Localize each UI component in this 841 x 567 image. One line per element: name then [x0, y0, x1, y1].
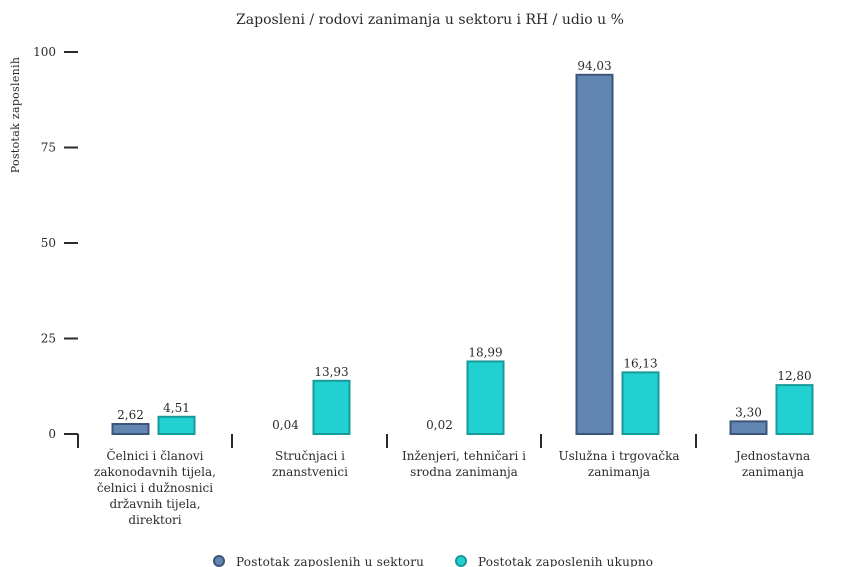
x-category-label: znanstvenici [272, 465, 348, 479]
x-category-label: Uslužna i trgovačka [558, 449, 679, 463]
x-category-label: zanimanja [742, 465, 804, 479]
legend-item-label: Postotak zaposlenih ukupno [478, 555, 653, 567]
data-label: 3,30 [735, 405, 762, 419]
x-category-label: zanimanja [588, 465, 650, 479]
y-tick-label: 50 [41, 236, 56, 250]
bar-sektor [111, 422, 150, 436]
data-label: 2,62 [117, 408, 144, 422]
bar-ukupno [775, 384, 814, 436]
bar-ukupno [157, 415, 196, 435]
bar-ukupno [312, 379, 351, 436]
x-category-label: državnih tijela, [109, 497, 200, 511]
bars [111, 73, 814, 436]
legend-marker [455, 555, 467, 567]
y-tick-label: 25 [41, 332, 56, 346]
y-tick-label: 75 [41, 141, 56, 155]
data-label: 4,51 [163, 401, 190, 415]
data-label: 18,99 [468, 345, 502, 359]
y-tick-label: 0 [48, 427, 56, 441]
data-label: 12,80 [777, 369, 811, 383]
x-category-label: srodna zanimanja [410, 465, 518, 479]
data-labels: 2,62 0,04 0,02 94,03 3,30 4,51 13,93 18,99 16,13… [117, 59, 812, 432]
bar-sektor [729, 420, 768, 436]
legend[interactable]: Postotak zaposlenih u sektoru Postotak za… [213, 555, 653, 567]
bar-ukupno [621, 371, 660, 435]
x-category-label: Čelnici i članovi [107, 447, 204, 463]
data-label: 0,02 [426, 418, 453, 432]
legend-marker [213, 555, 225, 567]
bar-sektor [575, 73, 614, 436]
x-category-label: čelnici i dužnosnici [97, 481, 213, 495]
data-label: 16,13 [623, 356, 657, 370]
data-label: 13,93 [314, 365, 348, 379]
chart-title: Zaposleni / rodovi zanimanja u sektoru i… [236, 12, 624, 28]
data-label: 0,04 [272, 418, 299, 432]
x-category-label: Inženjeri, tehničari i [402, 449, 526, 463]
bar-ukupno [466, 360, 505, 435]
x-category-label: zakonodavnih tijela, [94, 465, 216, 479]
x-category-label: Jednostavna [734, 449, 810, 463]
y-axis-label: Postotak zaposlenih [9, 57, 22, 173]
x-category-label: Stručnjaci i [275, 449, 345, 463]
axes: 0 25 50 75 100 Čelnici i članovi zakonodavnih … [33, 45, 810, 527]
x-category-label: direktori [128, 513, 181, 527]
y-tick-label: 100 [33, 45, 56, 59]
legend-item-label: Postotak zaposlenih u sektoru [236, 555, 424, 567]
data-label: 94,03 [577, 59, 611, 73]
